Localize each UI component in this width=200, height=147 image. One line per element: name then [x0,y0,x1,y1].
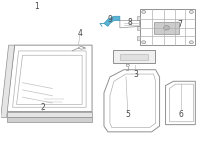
Circle shape [142,41,146,44]
Text: 8: 8 [127,17,132,26]
Polygon shape [7,112,92,117]
Text: 7: 7 [177,20,182,29]
FancyBboxPatch shape [113,50,155,63]
FancyBboxPatch shape [154,22,179,34]
Circle shape [189,41,193,44]
Polygon shape [7,117,92,122]
Polygon shape [104,16,120,26]
FancyBboxPatch shape [137,26,140,30]
Polygon shape [1,45,15,117]
Text: 4: 4 [78,29,83,38]
Text: 1: 1 [34,2,39,11]
FancyBboxPatch shape [137,36,140,40]
Circle shape [142,10,146,13]
Text: 5: 5 [125,110,130,119]
Circle shape [189,10,193,13]
Circle shape [164,26,170,30]
Text: 9: 9 [107,15,112,24]
Text: 3: 3 [133,70,138,78]
FancyBboxPatch shape [120,54,148,60]
FancyBboxPatch shape [137,16,140,20]
Text: 6: 6 [179,110,184,119]
Text: 2: 2 [40,103,45,112]
